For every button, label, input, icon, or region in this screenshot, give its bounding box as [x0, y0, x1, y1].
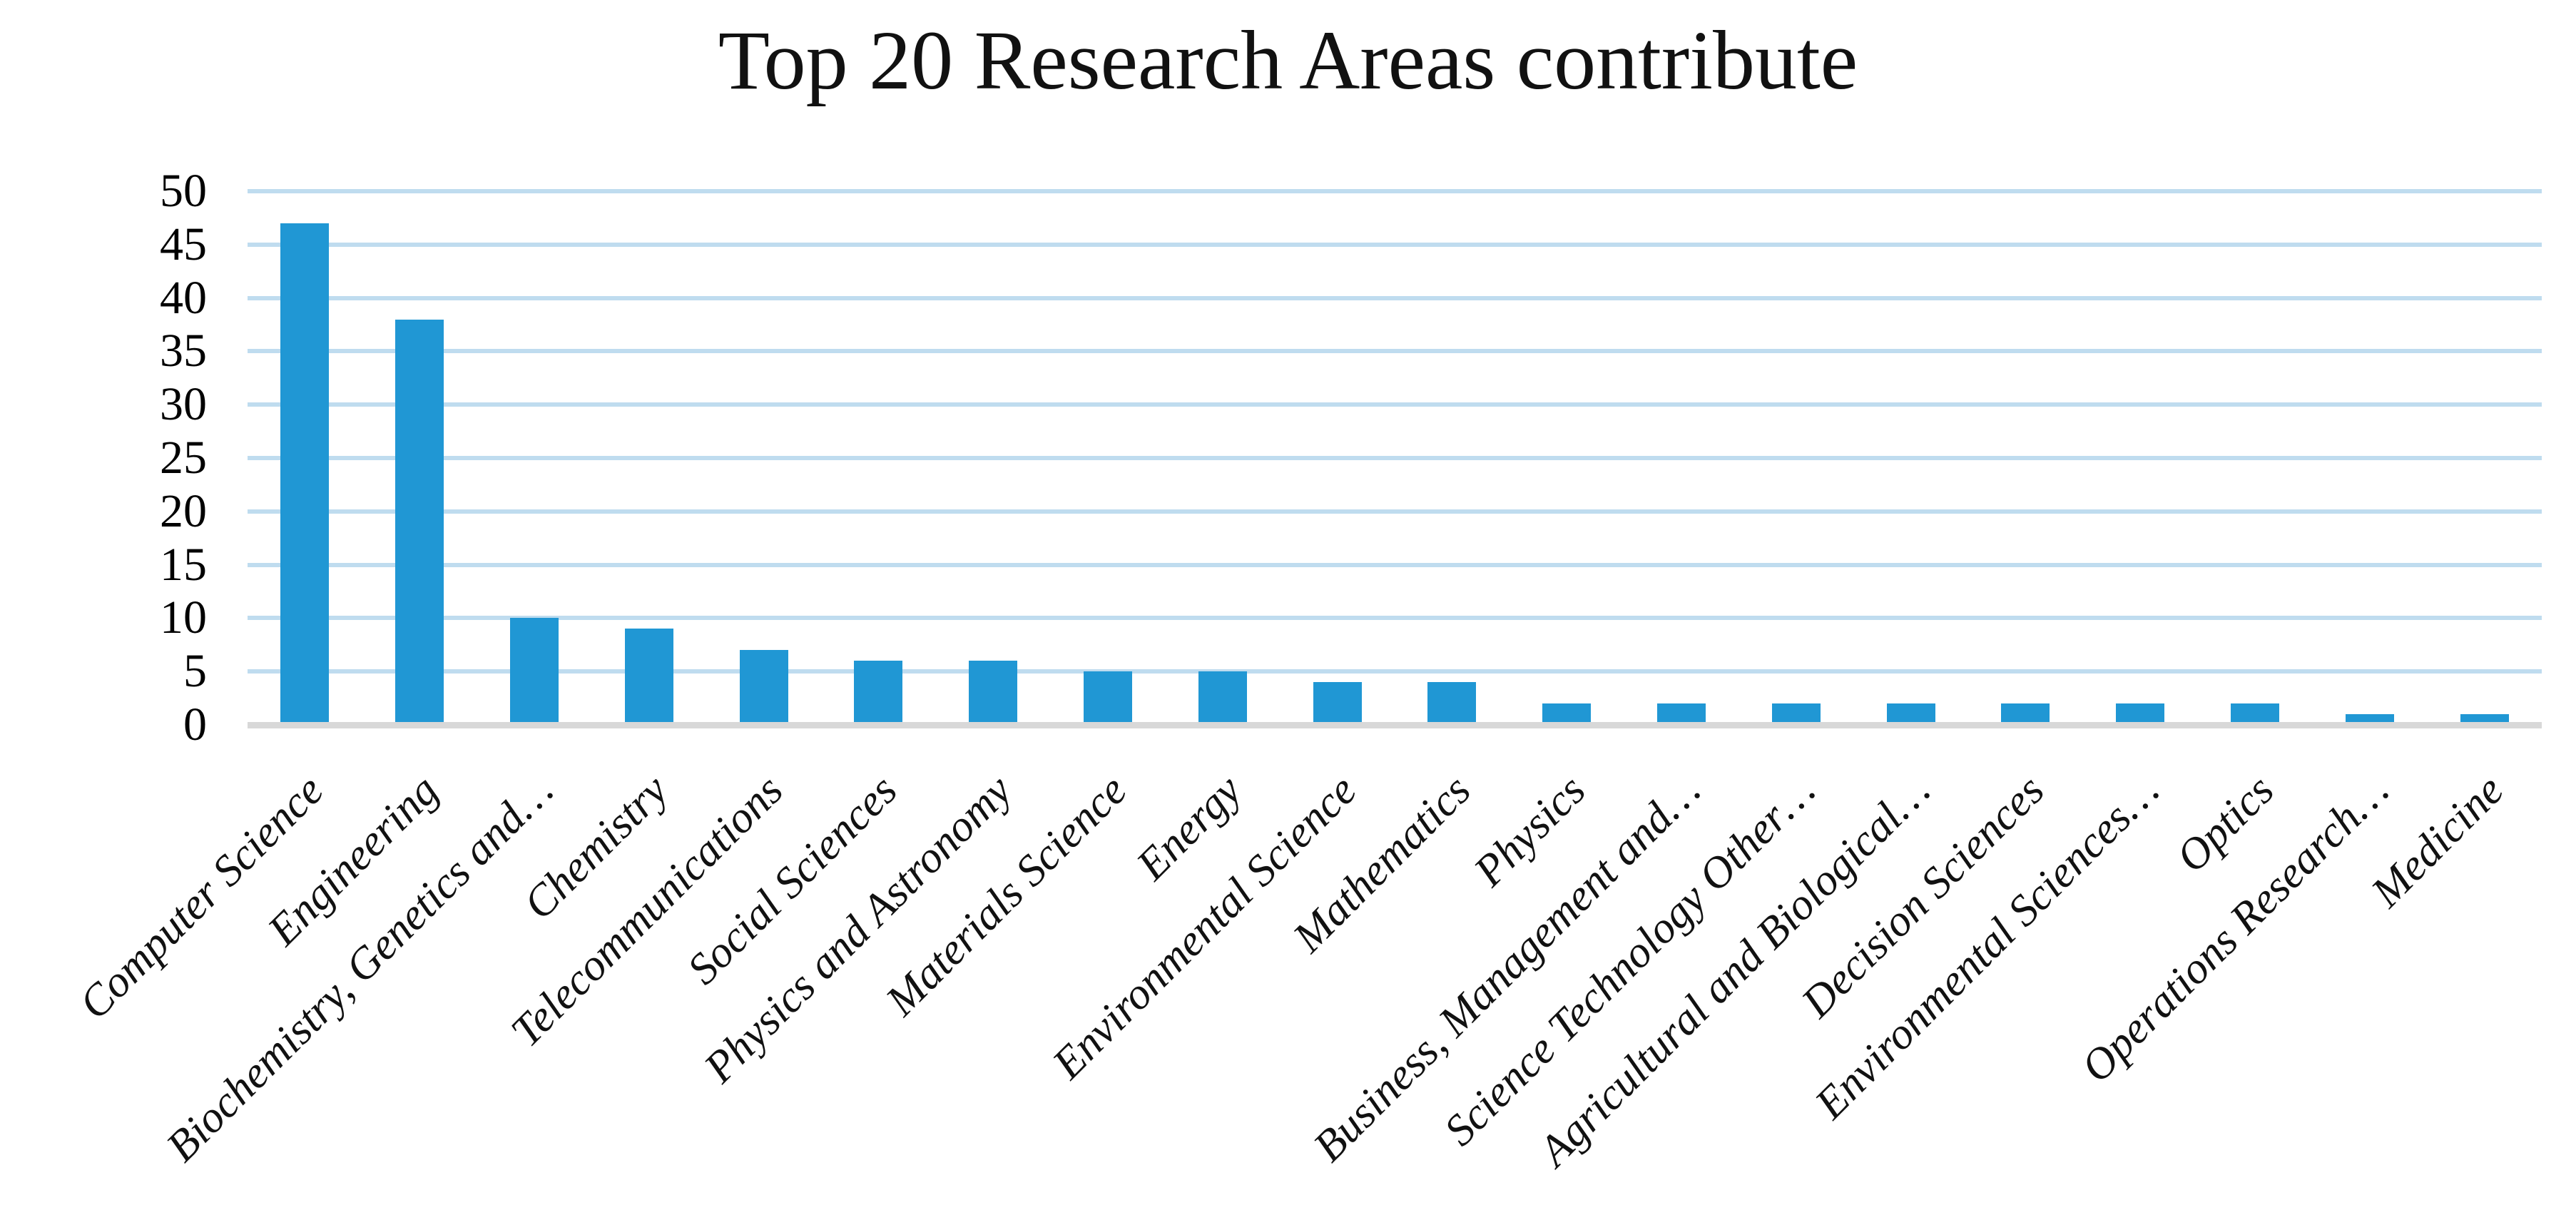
bar	[2116, 703, 2165, 725]
y-axis-tick-label: 30	[160, 378, 207, 431]
y-axis-tick-label: 5	[183, 645, 207, 698]
gridline	[248, 189, 2542, 193]
gridline	[248, 295, 2542, 300]
bar	[1657, 703, 1706, 725]
x-axis-line	[248, 722, 2542, 728]
bar	[854, 661, 903, 725]
gridline	[248, 562, 2542, 567]
bar	[1427, 682, 1477, 725]
y-axis-tick-label: 50	[160, 165, 207, 217]
bar	[1084, 671, 1132, 725]
bar	[2001, 703, 2050, 725]
gridline	[248, 242, 2542, 247]
gridline	[248, 669, 2542, 674]
y-axis-tick-label: 20	[160, 484, 207, 537]
bar	[2231, 703, 2279, 725]
bar	[1886, 703, 1935, 725]
y-axis-tick-label: 45	[160, 218, 207, 270]
y-axis-tick-label: 40	[160, 271, 207, 324]
plot-area	[248, 189, 2542, 725]
bar	[280, 223, 330, 725]
y-axis-tick-label: 10	[160, 591, 207, 644]
bar	[1542, 703, 1592, 725]
bar	[1198, 671, 1247, 725]
bar	[969, 661, 1018, 725]
bar	[1313, 682, 1362, 725]
bar	[1771, 703, 1821, 725]
y-axis-tick-label: 25	[160, 432, 207, 484]
gridline	[248, 456, 2542, 460]
gridline	[248, 509, 2542, 514]
chart-title: Top 20 Research Areas contribute	[718, 14, 1858, 107]
bar	[510, 618, 559, 725]
bar	[624, 629, 673, 725]
bar	[739, 650, 788, 725]
y-axis-tick-label: 15	[160, 538, 207, 591]
y-axis-tick-label: 35	[160, 325, 207, 377]
gridline	[248, 402, 2542, 407]
gridline	[248, 349, 2542, 354]
gridline	[248, 616, 2542, 621]
y-axis-tick-label: 0	[183, 698, 207, 751]
bar	[395, 319, 444, 725]
